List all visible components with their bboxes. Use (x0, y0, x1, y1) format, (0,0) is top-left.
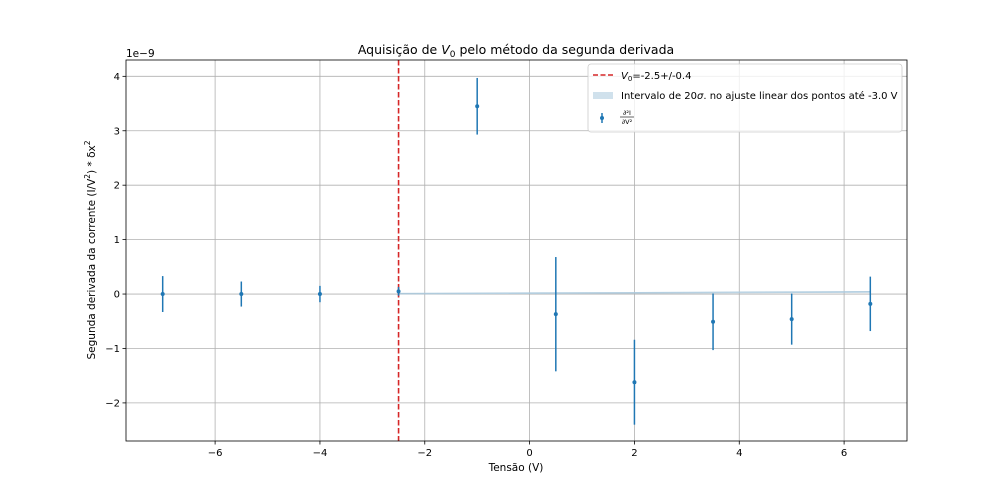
y-tick-label: 0 (114, 290, 120, 301)
data-point (789, 317, 794, 322)
y-tick-label: 1 (114, 235, 120, 246)
legend-band-swatch (593, 92, 613, 99)
data-point (239, 292, 244, 297)
y-tick-label: −1 (105, 344, 120, 355)
chart-title: Aquisição de V0 pelo método da segunda d… (358, 42, 674, 60)
data-point (711, 319, 716, 324)
data-point (868, 301, 873, 306)
x-tick-label: −4 (313, 448, 328, 459)
legend-box (587, 63, 903, 133)
data-point (475, 104, 480, 109)
legend-points-label-num: ∂²I (623, 109, 631, 117)
x-tick-label: −2 (417, 448, 432, 459)
legend-v0-label: V0=-2.5+/-0.4 (621, 71, 691, 83)
legend-band-label: Intervalo de 20σ. no ajuste linear dos p… (621, 90, 898, 102)
data-point (553, 312, 558, 317)
y-tick-label: −2 (105, 398, 120, 409)
data-point (317, 292, 322, 297)
data-point (396, 289, 401, 294)
data-points-layer (160, 77, 873, 425)
x-tick-label: 4 (736, 448, 742, 459)
x-tick-label: 2 (631, 448, 637, 459)
x-axis-label: Tensão (V) (488, 462, 544, 474)
y-tick-label: 2 (114, 181, 120, 192)
y-tick-label: 4 (114, 72, 120, 83)
legend-points-label-den: ∂V² (622, 118, 633, 126)
y-tick-label: 3 (114, 126, 120, 137)
x-axis-ticks: −6 −4 −2 0 2 4 6 (208, 441, 847, 459)
y-axis-label: Segunda derivada da corrente (I/V2) * δx… (83, 140, 98, 359)
x-tick-label: 6 (841, 448, 847, 459)
x-tick-label: 0 (526, 448, 532, 459)
legend-points-marker (600, 116, 604, 120)
legend: V0=-2.5+/-0.4 Intervalo de 20σ. no ajust… (587, 63, 903, 133)
plot-frame (125, 59, 908, 442)
y-axis-ticks: −2 −1 0 1 2 3 4 (105, 72, 126, 409)
data-point (160, 292, 165, 297)
data-point (632, 380, 637, 385)
y-offset-text: 1e−9 (126, 48, 155, 60)
x-tick-label: −6 (208, 448, 223, 459)
